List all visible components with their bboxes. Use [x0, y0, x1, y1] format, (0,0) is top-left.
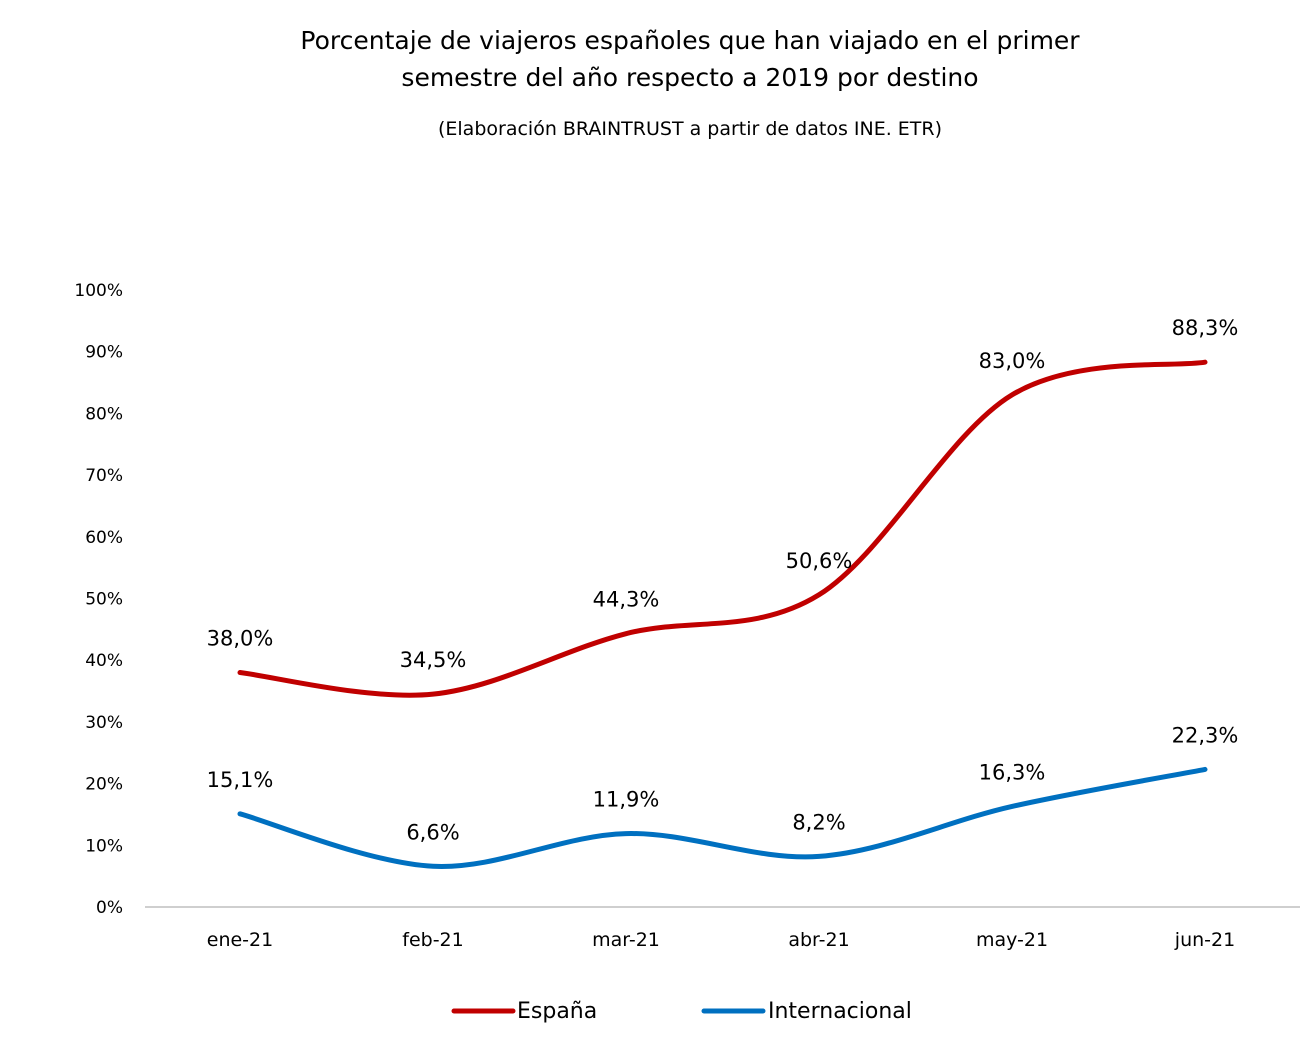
chart-title: Porcentaje de viajeros españoles que han…	[240, 22, 1140, 96]
y-tick-label: 40%	[85, 651, 123, 671]
y-tick-label: 20%	[85, 775, 123, 795]
data-label-internacional: 8,2%	[792, 810, 845, 834]
x-tick-label: jun-21	[1174, 929, 1235, 951]
data-label-espana: 34,5%	[400, 648, 467, 672]
y-tick-label: 10%	[85, 836, 123, 856]
legend-label: Internacional	[768, 999, 912, 1024]
y-tick-label: 70%	[85, 466, 123, 486]
y-tick-label: 60%	[85, 528, 123, 548]
data-label-espana: 38,0%	[207, 627, 274, 651]
series-layer	[237, 359, 1208, 869]
legend-item-internacional: Internacional	[701, 999, 912, 1024]
x-tick-label: ene-21	[207, 929, 273, 951]
y-axis: 0% 10% 20% 30% 40% 50% 60% 70% 80% 90% 100%	[74, 281, 123, 918]
data-label-espana: 83,0%	[979, 349, 1046, 373]
series-line-espana	[237, 359, 1208, 698]
y-tick-label: 30%	[85, 713, 123, 733]
data-label-internacional: 15,1%	[207, 768, 274, 792]
series-line-internacional	[237, 766, 1208, 869]
y-tick-label: 80%	[85, 404, 123, 424]
x-axis: ene-21 feb-21 mar-21 abr-21 may-21 jun-21	[145, 906, 1300, 951]
legend-label: España	[517, 999, 597, 1024]
y-tick-label: 50%	[85, 590, 123, 610]
data-label-espana: 88,3%	[1172, 316, 1239, 340]
y-tick-label: 0%	[96, 898, 123, 918]
data-label-internacional: 22,3%	[1172, 723, 1239, 747]
x-tick-label: feb-21	[402, 929, 463, 951]
x-tick-label: abr-21	[788, 929, 849, 951]
data-label-espana: 50,6%	[786, 549, 853, 573]
x-tick-label: may-21	[976, 929, 1048, 951]
data-label-internacional: 6,6%	[406, 820, 459, 844]
legend-item-espana: España	[451, 999, 597, 1024]
y-tick-label: 100%	[74, 281, 123, 301]
y-tick-label: 90%	[85, 343, 123, 363]
legend: España Internacional	[451, 999, 912, 1024]
chart-title-line-1: Porcentaje de viajeros españoles que han…	[300, 26, 1080, 55]
data-label-internacional: 11,9%	[593, 788, 660, 812]
data-label-layer: 38,0% 34,5% 44,3% 50,6% 83,0% 88,3% 15,1% 6,6% 1…	[207, 316, 1239, 844]
chart-subtitle: (Elaboración BRAINTRUST a partir de dato…	[437, 118, 943, 140]
data-label-internacional: 16,3%	[979, 760, 1046, 784]
data-label-espana: 44,3%	[593, 588, 660, 612]
x-tick-label: mar-21	[592, 929, 660, 951]
chart-title-line-2: semestre del año respecto a 2019 por des…	[401, 63, 979, 92]
